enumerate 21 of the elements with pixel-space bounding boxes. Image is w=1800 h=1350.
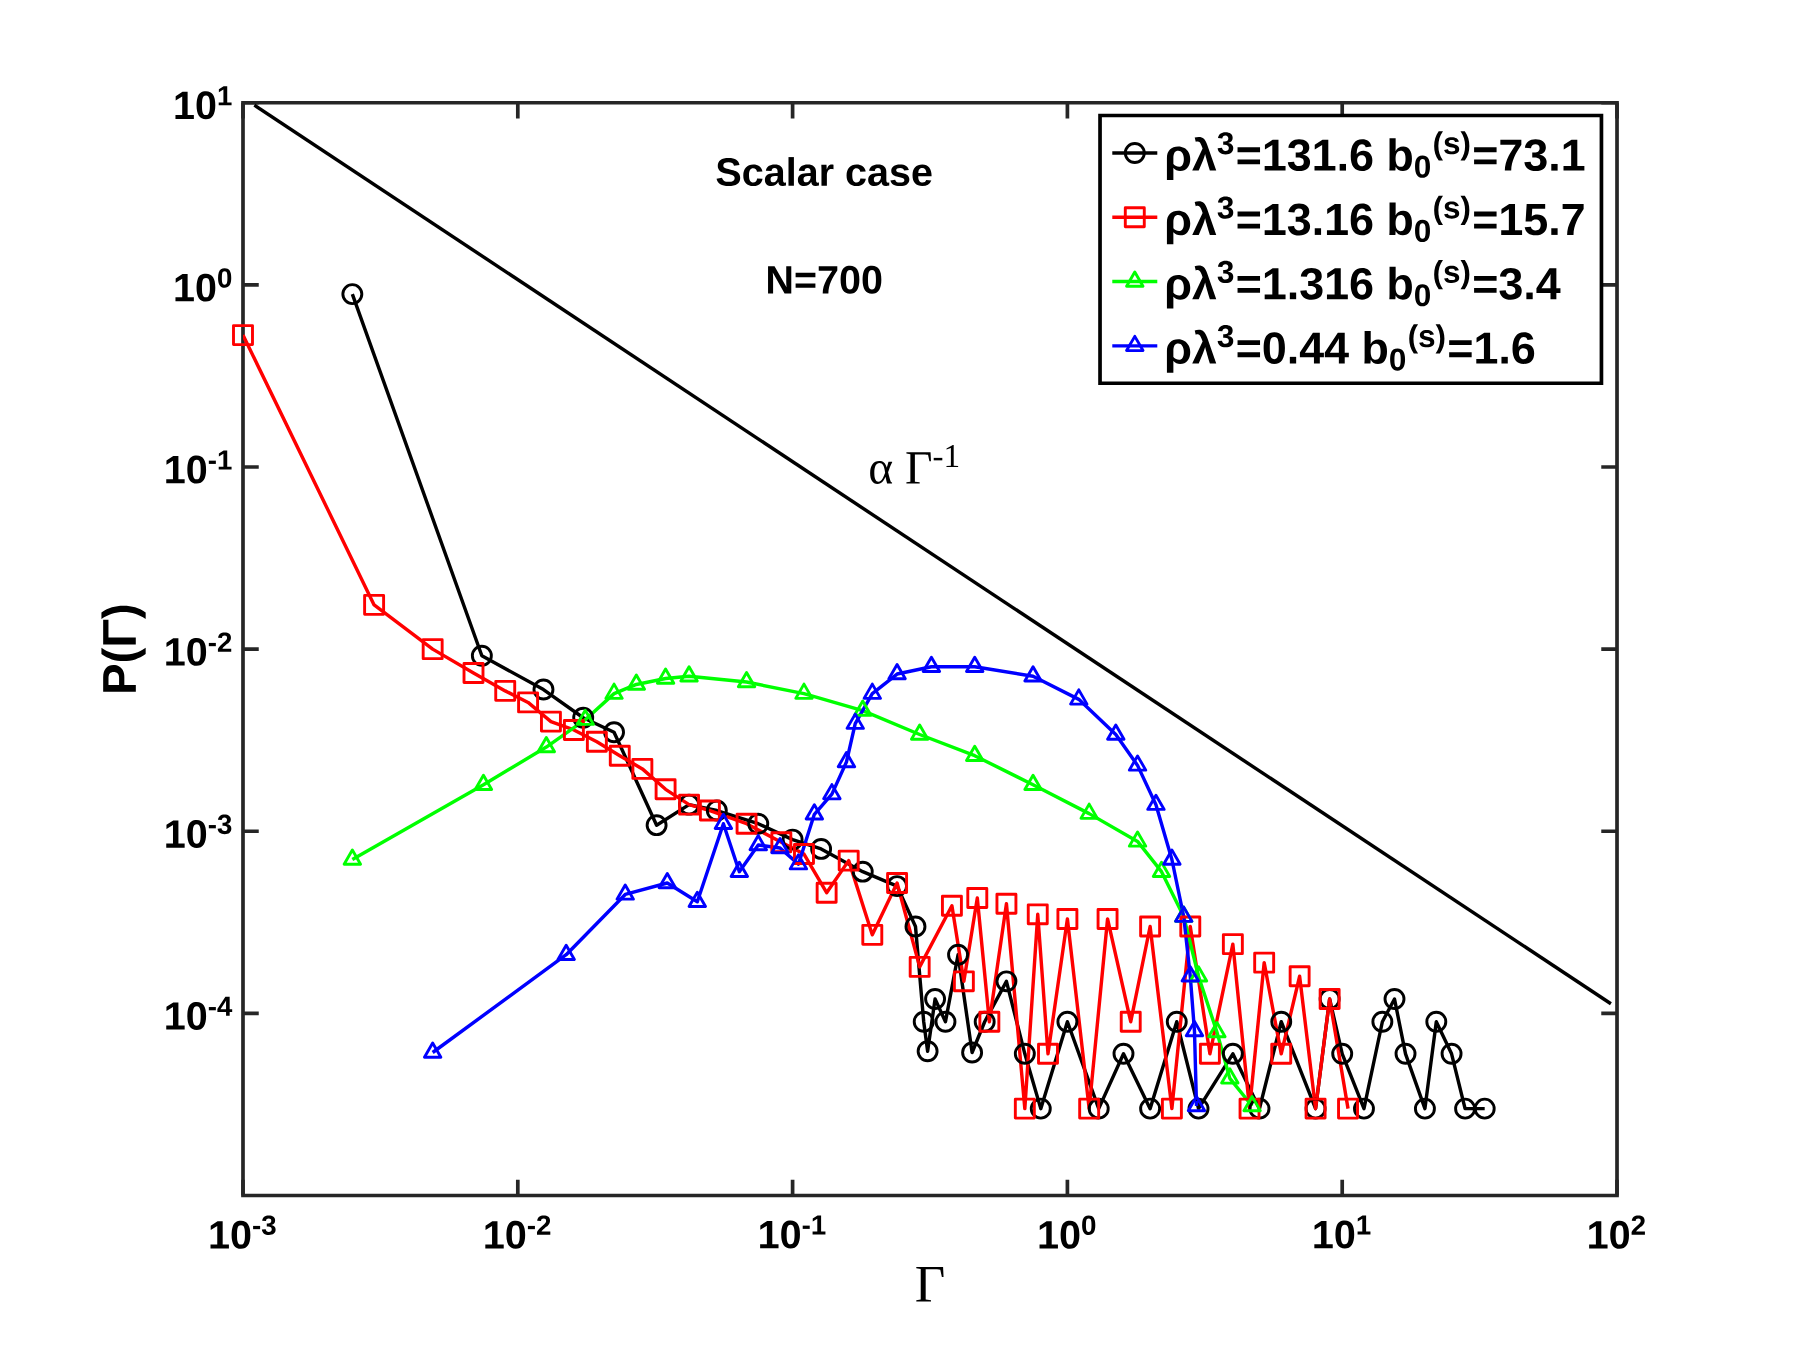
y-tick-label: 10$^{0}$ xyxy=(175,268,232,302)
x-tick-label: 10$^{1}$ xyxy=(1314,1215,1371,1249)
legend-label: ρλ$^{3}$=131.6 b$_{0}$$^{(s)}$=73.1 xyxy=(1166,131,1585,180)
annotation: α Γ$^{-1}$ xyxy=(870,445,959,484)
legend-label: ρλ$^{3}$=1.316 b$_{0}$$^{(s)}$=3.4 xyxy=(1166,259,1561,309)
x-axis-title: Γ xyxy=(916,1266,944,1302)
y-tick-label: 10$^{1}$ xyxy=(175,86,232,120)
y-axis-title: P(Γ) xyxy=(101,605,146,692)
legend-label: ρλ$^{3}$=13.16 b$_{0}$$^{(s)}$=15.7 xyxy=(1166,195,1584,245)
x-tick-label: 10$^{-3}$ xyxy=(210,1215,276,1249)
annotation: N=700 xyxy=(768,265,882,294)
y-tick-label: 10$^{-4}$ xyxy=(166,996,233,1030)
annotation: Scalar case xyxy=(716,157,932,187)
x-tick-label: 10$^{0}$ xyxy=(1039,1215,1096,1249)
y-tick-label: 10$^{-1}$ xyxy=(166,450,232,484)
legend-label: ρλ$^{3}$=0.44 b$_{0}$$^{(s)}$=1.6 xyxy=(1166,324,1535,373)
x-tick-label: 10$^{-1}$ xyxy=(760,1215,826,1249)
y-tick-label: 10$^{-3}$ xyxy=(166,814,232,848)
x-tick-label: 10$^{2}$ xyxy=(1589,1215,1645,1249)
x-tick-label: 10$^{-2}$ xyxy=(485,1215,551,1249)
y-tick-label: 10$^{-2}$ xyxy=(166,632,232,666)
